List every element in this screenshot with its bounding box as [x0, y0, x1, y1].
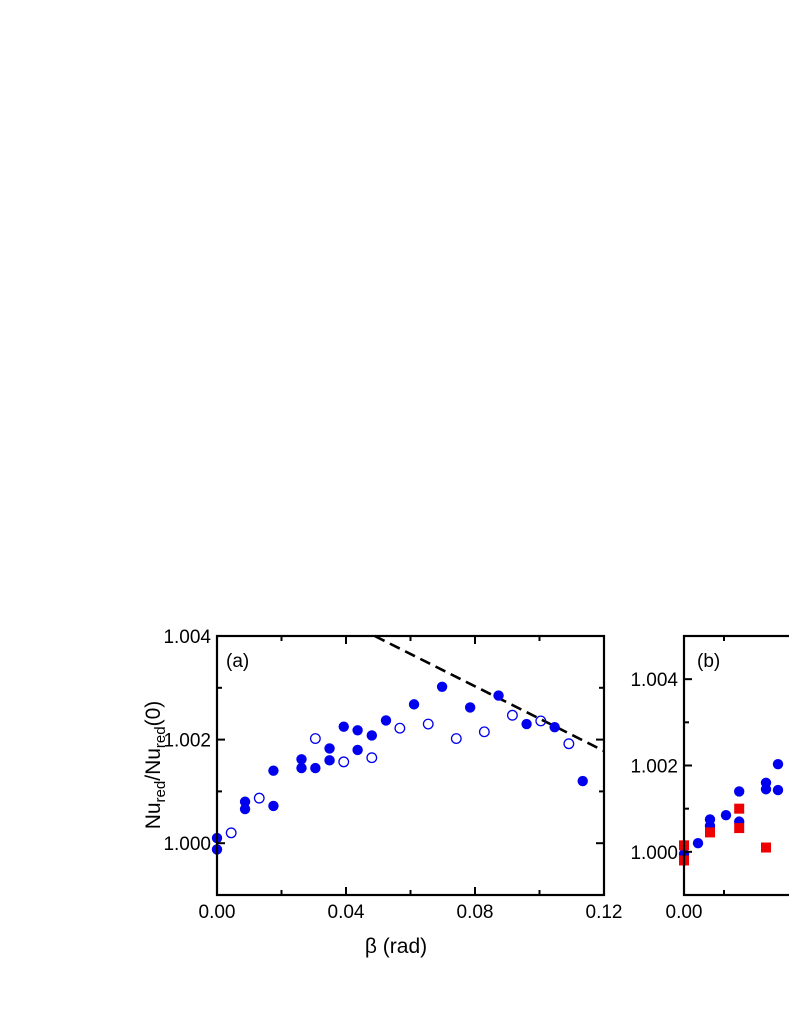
- panel-a-label: (a): [226, 651, 249, 672]
- panel-a-open-circle-point: [478, 726, 490, 738]
- panel-b-y-tick-label: 1.004: [630, 670, 678, 691]
- panel-b-label: (b): [697, 651, 720, 672]
- panel-a-y-axis-title: Nured/Nured(0): [142, 701, 169, 830]
- panel-a-filled-circle-point: [521, 718, 532, 730]
- panel-a-open-circle-point: [366, 752, 378, 764]
- panel-a-open-circle-point: [506, 709, 518, 721]
- panel-a-filled-circle-point: [408, 699, 420, 710]
- y-title-sub2: red: [152, 726, 169, 748]
- panel-a-frame: [215, 634, 606, 897]
- y-title-nu: Nu: [142, 802, 165, 829]
- panel-a-x-axis-title: β (rad): [365, 935, 427, 958]
- panel-b-y-tick-label: 1.000: [630, 843, 678, 864]
- panel-b-filled-circle-point: [772, 759, 784, 770]
- panel-a-open-circle-point: [450, 733, 462, 745]
- y-title-mid: /Nu: [142, 748, 165, 781]
- panel-b-filled-square-point: [761, 842, 771, 853]
- panel-a-filled-circle-point: [268, 765, 279, 776]
- y-title-tail: (0): [142, 701, 165, 727]
- panel-a-filled-circle-point: [239, 803, 251, 815]
- panel-a-y-tick-label: 1.002: [163, 731, 211, 752]
- panel-a-x-tick-label: 0.08: [457, 902, 494, 923]
- panel-a-x-tick-label: 0.04: [328, 902, 365, 923]
- panel-b-filled-circle-point: [760, 784, 772, 795]
- panel-a-x-tick-label: 0.12: [586, 902, 623, 923]
- panel-a-dashed-line: [374, 634, 605, 753]
- panel-a-filled-circle-point: [352, 725, 363, 736]
- panel-b-filled-square-point: [734, 803, 745, 814]
- panel-a-x-tick-label: 0.00: [199, 902, 236, 923]
- panel-a-filled-circle-point: [268, 800, 279, 812]
- panel-a-filled-circle-point: [352, 744, 363, 756]
- panel-b-filled-circle-point: [720, 809, 732, 821]
- panel-a-open-circle-point: [309, 733, 321, 745]
- panel-b: 0.00 1.000 1.002 1.004 (b): [630, 634, 789, 923]
- panel-a-filled-circle-point: [549, 721, 560, 733]
- panel-a-filled-circle-point: [296, 754, 307, 765]
- panel-a-filled-circle-point: [310, 762, 321, 774]
- panel-b-filled-circle-point: [734, 786, 745, 797]
- panel-a-filled-circle-point: [380, 715, 392, 726]
- panel-b-filled-square-point: [734, 823, 745, 834]
- panel-a-open-circle-point: [253, 792, 265, 804]
- panel-b-y-tick-label: 1.002: [630, 757, 678, 778]
- panel-a-filled-circle-point: [324, 755, 335, 766]
- panel-b-ticks: 0.00 1.000 1.002 1.004: [630, 636, 725, 923]
- panel-a-y-tick-label: 1.000: [163, 834, 211, 855]
- panel-a-filled-circle-point: [464, 702, 476, 713]
- panel-a-filled-circle-point: [324, 743, 335, 754]
- panel-a-data-marks: [211, 634, 605, 855]
- panel-a-open-circle-point: [422, 718, 434, 730]
- panel-b-x-tick-label: 0.00: [666, 902, 703, 923]
- panel-a-filled-circle-point: [493, 690, 504, 701]
- panel-a-ticks: 0.00 0.04 0.08 0.12 1.000 1.002 1.004: [163, 627, 622, 923]
- panel-a-open-circle-point: [338, 756, 350, 768]
- panel-a-filled-circle-point: [366, 730, 377, 741]
- y-title-sub: red: [152, 781, 169, 803]
- panel-a-filled-circle-point: [338, 721, 349, 732]
- panel-b-filled-circle-point: [772, 784, 784, 796]
- panel-a-open-circle-point: [225, 827, 237, 839]
- panel-b-filled-square-point: [705, 827, 715, 838]
- panel-b-data-marks: [678, 759, 784, 866]
- panel-b-filled-circle-point: [692, 838, 704, 849]
- panel-a-filled-circle-point: [296, 762, 307, 774]
- panel-a-open-circle-point: [535, 715, 547, 727]
- panel-a-y-tick-label: 1.004: [163, 627, 211, 648]
- panel-a-filled-circle-point: [436, 681, 448, 692]
- panel-a: 0.00 0.04 0.08 0.12 1.000 1.002 1.004 (a) β (r…: [142, 627, 622, 958]
- panel-a-filled-circle-point: [239, 796, 251, 807]
- panel-a-open-circle-point: [563, 738, 575, 750]
- panel-a-filled-circle-point: [577, 775, 588, 787]
- panel-a-open-circle-point: [394, 722, 406, 734]
